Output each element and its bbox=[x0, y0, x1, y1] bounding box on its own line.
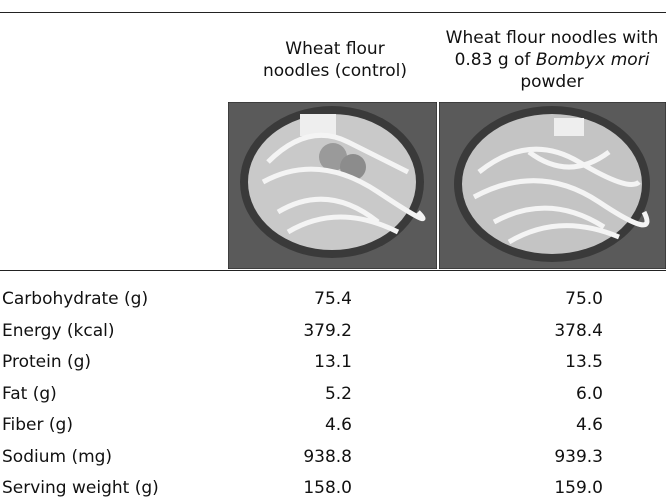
top-rule bbox=[0, 12, 666, 13]
value-cell: 159.0 bbox=[503, 477, 603, 499]
value-cell: 75.0 bbox=[503, 288, 603, 310]
value-cell: 4.6 bbox=[503, 414, 603, 436]
value-cell: 6.0 bbox=[503, 383, 603, 405]
value-cell: 378.4 bbox=[503, 320, 603, 342]
page: Wheat flour noodles (control) Wheat flou… bbox=[0, 0, 666, 501]
row-label: Serving weight (g) bbox=[2, 477, 159, 499]
value-cell: 5.2 bbox=[252, 383, 352, 405]
row-label: Energy (kcal) bbox=[2, 320, 115, 342]
value-cell: 13.5 bbox=[503, 351, 603, 373]
noodle-photo bbox=[228, 102, 437, 269]
value-cell: 13.1 bbox=[252, 351, 352, 373]
header-text: powder bbox=[520, 72, 583, 92]
value-cell: 938.8 bbox=[252, 446, 352, 468]
noodle-photo bbox=[439, 102, 666, 269]
row-label: Protein (g) bbox=[2, 351, 91, 373]
value-cell: 75.4 bbox=[252, 288, 352, 310]
value-cell: 158.0 bbox=[252, 477, 352, 499]
row-label: Carbohydrate (g) bbox=[2, 288, 148, 310]
header-italic: Bombyx mori bbox=[536, 50, 650, 70]
row-label: Sodium (mg) bbox=[2, 446, 112, 468]
column-header: Wheat flour noodles with 0.83 g of Bomby… bbox=[438, 27, 666, 93]
column-header: Wheat flour noodles (control) bbox=[250, 38, 420, 82]
row-label: Fat (g) bbox=[2, 383, 57, 405]
value-cell: 4.6 bbox=[252, 414, 352, 436]
value-cell: 939.3 bbox=[503, 446, 603, 468]
row-label: Fiber (g) bbox=[2, 414, 73, 436]
value-cell: 379.2 bbox=[252, 320, 352, 342]
header-rule bbox=[0, 270, 666, 271]
